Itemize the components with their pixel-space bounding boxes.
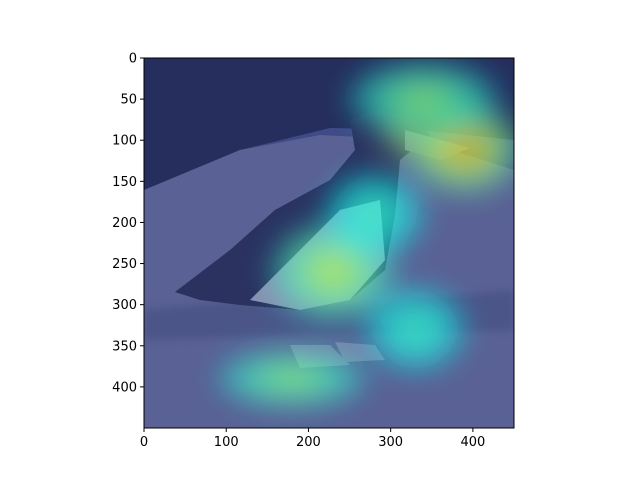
plot-area (144, 58, 514, 428)
heat-blob-5-3 (403, 319, 428, 340)
heat-blob-4-3 (273, 371, 311, 386)
y-tick-label: 350 (112, 339, 137, 354)
x-tick-label: 0 (140, 435, 148, 450)
x-tick-label: 300 (378, 435, 403, 450)
y-tick-label: 0 (129, 52, 137, 67)
y-tick-label: 200 (112, 216, 137, 231)
y-axis: 0 50 100 150 200 250 300 350 400 (112, 52, 144, 395)
axes-frame (143, 57, 515, 429)
y-tick-label: 50 (120, 93, 137, 108)
y-tick-label: 250 (112, 257, 137, 272)
heat-blob-2-3 (405, 89, 443, 109)
heat-blob-3-3 (317, 259, 349, 285)
heat-blob-1-3 (450, 137, 480, 160)
x-tick-label: 200 (296, 435, 321, 450)
heatmap-overlay (218, 62, 514, 408)
y-tick-label: 150 (112, 175, 137, 190)
x-tick-label: 100 (214, 435, 239, 450)
y-tick-label: 300 (112, 298, 137, 313)
y-tick-label: 100 (112, 134, 137, 149)
x-tick-label: 400 (460, 435, 485, 450)
heat-blob-6-3 (361, 203, 387, 225)
y-tick-label: 400 (112, 380, 137, 395)
x-axis: 0 100 200 300 400 (140, 428, 485, 450)
